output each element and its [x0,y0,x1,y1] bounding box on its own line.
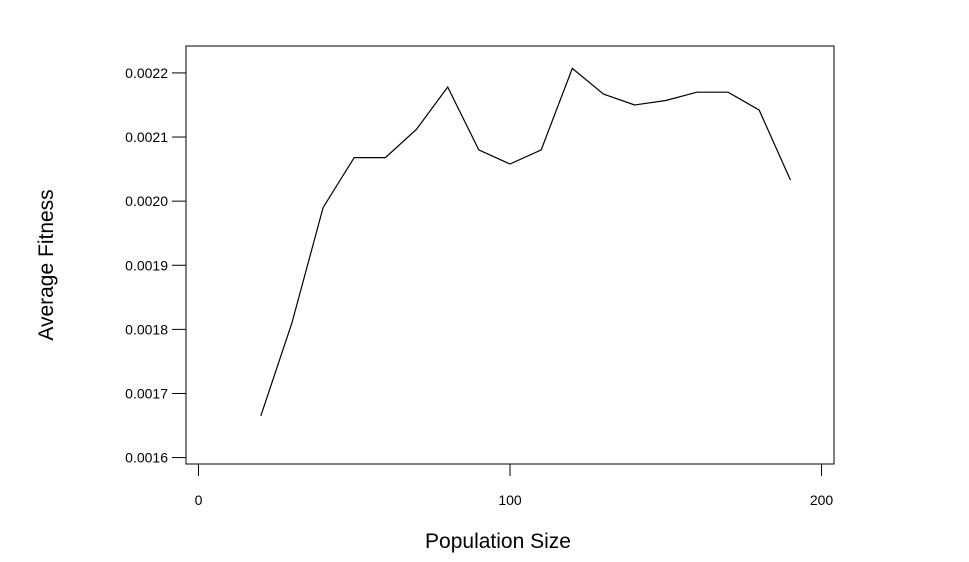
x-tick-label: 200 [810,492,834,508]
x-tick-label: 100 [498,492,522,508]
x-axis-title: Population Size [425,530,571,553]
y-tick-label: 0.0016 [125,450,168,466]
y-tick-label: 0.0020 [125,193,168,209]
y-tick-label: 0.0022 [125,65,168,81]
series-line [260,67,791,417]
y-tick-label: 0.0018 [125,321,168,337]
x-axis: 0 100 200 [195,464,834,508]
y-tick-label: 0.0017 [125,385,168,401]
y-tick-label: 0.0021 [125,129,168,145]
y-axis-title: Average Fitness [35,189,58,340]
y-tick-label: 0.0019 [125,257,168,273]
plot-frame [185,45,835,465]
x-tick-label: 0 [195,492,203,508]
y-axis: 0.0016 0.0017 0.0018 0.0019 0.0020 0.0021 0.00… [125,65,186,466]
